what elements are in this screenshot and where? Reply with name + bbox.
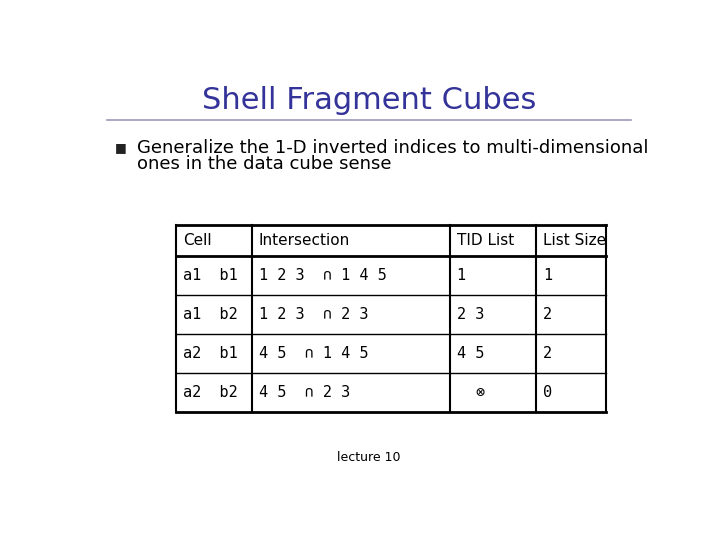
Text: 1: 1 xyxy=(456,268,466,283)
Text: Cell: Cell xyxy=(183,233,212,248)
Text: a2  b2: a2 b2 xyxy=(183,386,238,400)
Text: ⊗: ⊗ xyxy=(476,386,485,400)
Text: 2 3: 2 3 xyxy=(456,307,484,322)
Text: 2: 2 xyxy=(543,307,552,322)
Text: 4 5  ∩ 1 4 5: 4 5 ∩ 1 4 5 xyxy=(258,346,368,361)
Text: a1  b1: a1 b1 xyxy=(183,268,238,283)
Text: a2  b1: a2 b1 xyxy=(183,346,238,361)
Text: TID List: TID List xyxy=(456,233,514,248)
Text: 2: 2 xyxy=(543,346,552,361)
Text: 1: 1 xyxy=(543,268,552,283)
Text: List Size: List Size xyxy=(543,233,606,248)
Text: 4 5: 4 5 xyxy=(456,346,484,361)
Text: ones in the data cube sense: ones in the data cube sense xyxy=(138,155,392,173)
Text: Generalize the 1-D inverted indices to multi-dimensional: Generalize the 1-D inverted indices to m… xyxy=(138,139,649,157)
Text: 1 2 3  ∩ 1 4 5: 1 2 3 ∩ 1 4 5 xyxy=(258,268,386,283)
Text: 1 2 3  ∩ 2 3: 1 2 3 ∩ 2 3 xyxy=(258,307,368,322)
Text: Shell Fragment Cubes: Shell Fragment Cubes xyxy=(202,86,536,114)
Text: Intersection: Intersection xyxy=(258,233,350,248)
Text: ■: ■ xyxy=(115,141,127,154)
Text: a1  b2: a1 b2 xyxy=(183,307,238,322)
Text: lecture 10: lecture 10 xyxy=(337,451,401,464)
Text: 4 5  ∩ 2 3: 4 5 ∩ 2 3 xyxy=(258,386,350,400)
Text: 0: 0 xyxy=(543,386,552,400)
